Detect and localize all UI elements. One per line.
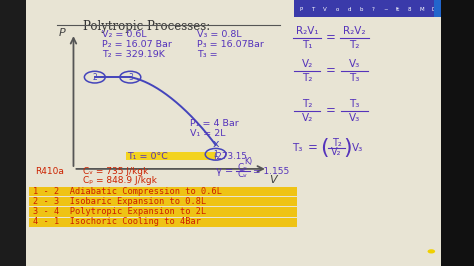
Text: d: d: [347, 7, 351, 12]
Text: Cᵥ: Cᵥ: [237, 170, 247, 179]
Text: = 1.155: = 1.155: [253, 167, 289, 176]
Text: (273.15: (273.15: [213, 152, 247, 161]
Text: 2: 2: [92, 73, 97, 82]
Text: M: M: [419, 7, 424, 12]
Text: V₁ = 2L: V₁ = 2L: [190, 128, 225, 138]
Text: 1 - 2  Adiabatic Compression to 0.6L: 1 - 2 Adiabatic Compression to 0.6L: [33, 187, 222, 196]
Text: V: V: [269, 174, 276, 185]
Text: V₂: V₂: [301, 59, 313, 69]
FancyBboxPatch shape: [441, 0, 474, 266]
Text: Cₚ: Cₚ: [237, 163, 247, 172]
Text: D: D: [432, 7, 436, 12]
Text: T₂: T₂: [349, 40, 360, 50]
Text: R410a: R410a: [36, 167, 64, 176]
Text: 2 - 3  Isobaric Expansion to 0.8L: 2 - 3 Isobaric Expansion to 0.8L: [33, 197, 207, 206]
Text: V₃: V₃: [349, 113, 360, 123]
Text: 3 - 4  Polytropic Expansion to 2L: 3 - 4 Polytropic Expansion to 2L: [33, 207, 207, 216]
Text: T: T: [311, 7, 315, 12]
Text: o: o: [336, 7, 339, 12]
Text: R₂V₂: R₂V₂: [343, 26, 366, 36]
Text: V₂ = 0.6L: V₂ = 0.6L: [102, 30, 146, 39]
Text: γ =: γ =: [216, 166, 233, 176]
Text: Cᵥ = 735 J/kgk: Cᵥ = 735 J/kgk: [83, 167, 148, 176]
Text: T₃: T₃: [349, 99, 360, 109]
FancyBboxPatch shape: [29, 187, 297, 196]
Text: P: P: [300, 7, 302, 12]
Text: x: x: [212, 139, 219, 149]
Text: T₃: T₃: [292, 143, 302, 153]
Text: V₃: V₃: [349, 59, 360, 69]
Text: T₃: T₃: [349, 73, 360, 83]
Text: T₂: T₂: [332, 138, 341, 148]
FancyBboxPatch shape: [29, 207, 297, 217]
Text: tt: tt: [395, 7, 400, 12]
Text: P: P: [58, 28, 65, 38]
FancyBboxPatch shape: [434, 0, 441, 17]
Text: Cₚ = 848.9 J/kgk: Cₚ = 848.9 J/kgk: [83, 176, 157, 185]
Text: V₃: V₃: [352, 143, 364, 153]
Text: 1: 1: [213, 150, 218, 159]
Text: V₃ = 0.8L: V₃ = 0.8L: [197, 30, 241, 39]
Text: ): ): [343, 138, 352, 158]
FancyBboxPatch shape: [29, 218, 297, 227]
Text: V: V: [323, 7, 327, 12]
Text: P₂ = 16.07 Bar: P₂ = 16.07 Bar: [102, 40, 172, 49]
Text: =: =: [326, 31, 336, 44]
Text: P₃ = 16.07Bar: P₃ = 16.07Bar: [197, 40, 264, 49]
Text: T₂: T₂: [302, 73, 312, 83]
Text: b: b: [360, 7, 363, 12]
Text: ~: ~: [383, 7, 388, 12]
Circle shape: [428, 249, 435, 253]
Text: 8: 8: [408, 7, 411, 12]
FancyBboxPatch shape: [26, 0, 441, 266]
Text: T₁ = 0°C: T₁ = 0°C: [127, 152, 168, 161]
Text: ?: ?: [372, 7, 375, 12]
Text: 3: 3: [128, 73, 133, 82]
FancyBboxPatch shape: [126, 152, 216, 160]
Text: (: (: [320, 138, 329, 158]
Text: Polytropic Processes:: Polytropic Processes:: [83, 20, 210, 33]
Text: =: =: [308, 141, 318, 154]
Text: =: =: [326, 105, 336, 117]
Text: V₂: V₂: [331, 147, 342, 157]
FancyBboxPatch shape: [0, 0, 26, 266]
FancyBboxPatch shape: [294, 0, 441, 17]
Text: K): K): [244, 157, 252, 166]
Text: V₂: V₂: [301, 113, 313, 123]
Text: T₂ = 329.19K: T₂ = 329.19K: [102, 50, 165, 59]
Text: T₃ =: T₃ =: [197, 50, 218, 59]
Text: T₁: T₁: [302, 40, 312, 50]
FancyBboxPatch shape: [29, 197, 297, 206]
Text: R₂V₁: R₂V₁: [296, 26, 319, 36]
Text: T₂: T₂: [302, 99, 312, 109]
Text: P₁ = 4 Bar: P₁ = 4 Bar: [190, 119, 238, 128]
Text: =: =: [326, 65, 336, 77]
Text: 4 - 1  Isochoric Cooling to 4Bar: 4 - 1 Isochoric Cooling to 4Bar: [33, 217, 201, 226]
